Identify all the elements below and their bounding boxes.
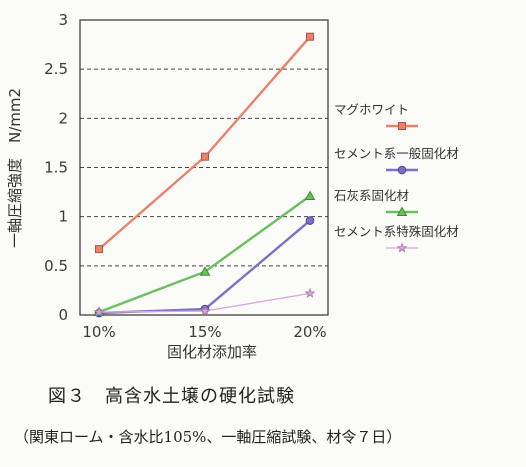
data-point bbox=[305, 216, 315, 225]
y-tick-label: 3 bbox=[58, 11, 68, 29]
legend-marker bbox=[396, 206, 408, 216]
legend-label: 石灰系固化材 bbox=[334, 188, 409, 203]
series-lines bbox=[93, 32, 316, 318]
series-1 bbox=[95, 32, 314, 254]
data-point bbox=[93, 306, 105, 317]
x-tick-label: 15% bbox=[188, 323, 221, 341]
data-point bbox=[199, 266, 211, 276]
grid-lines bbox=[80, 68, 328, 267]
data-point bbox=[201, 152, 209, 161]
plot-frame bbox=[79, 19, 329, 316]
y-tick-label: 2.5 bbox=[44, 60, 68, 78]
series-3 bbox=[93, 190, 316, 317]
x-tick-label: 20% bbox=[293, 323, 326, 341]
data-point bbox=[306, 32, 314, 41]
y-tick-label: 0.5 bbox=[44, 257, 68, 275]
figure-caption-subtitle: （関東ローム・含水比105%、一軸圧縮試験、材令７日） bbox=[14, 428, 402, 446]
legend-marker bbox=[396, 242, 408, 253]
y-tick-labels: 0 0.5 1 1.5 2 2.5 3 bbox=[44, 11, 68, 324]
data-point bbox=[304, 190, 316, 201]
x-tick-labels: 10% 15% 20% bbox=[82, 323, 326, 341]
legend-label: セメント系一般固化材 bbox=[334, 146, 459, 161]
data-point bbox=[199, 305, 211, 316]
legend-marker bbox=[398, 122, 406, 130]
y-axis-label: 一軸圧縮強度 N/mm2 bbox=[6, 88, 24, 248]
series-line bbox=[98, 195, 311, 314]
data-point bbox=[304, 287, 316, 298]
y-tick-label: 2 bbox=[58, 109, 68, 127]
x-axis-label: 固化材添加率 bbox=[167, 343, 257, 361]
data-point bbox=[95, 245, 103, 254]
legend-label: マグホワイト bbox=[334, 102, 409, 117]
legend-marker bbox=[397, 165, 407, 175]
series-4 bbox=[93, 287, 316, 317]
y-tick-label: 0 bbox=[58, 306, 68, 324]
x-tick-label: 10% bbox=[82, 323, 115, 341]
series-line bbox=[98, 35, 311, 251]
legend-label: セメント系特殊固化材 bbox=[334, 224, 459, 239]
figure-caption-title: 図３ 高含水土壌の硬化試験 bbox=[48, 386, 295, 407]
y-tick-label: 1 bbox=[58, 208, 68, 226]
y-tick-label: 1.5 bbox=[44, 159, 68, 177]
